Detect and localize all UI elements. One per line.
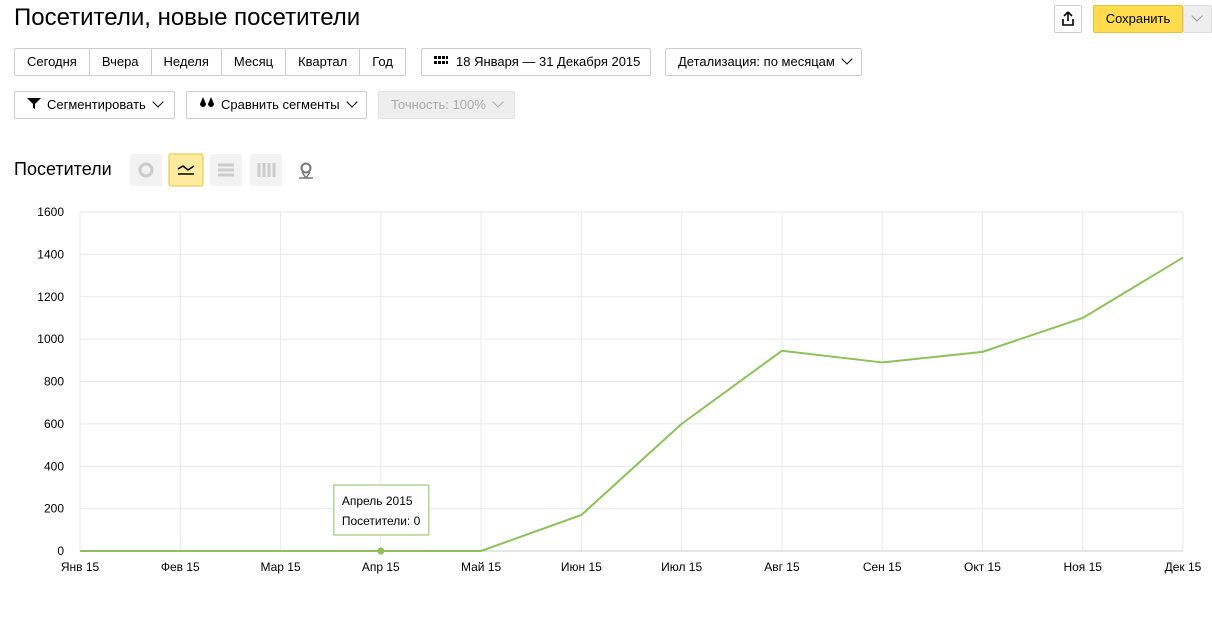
x-tick-label: Апр 15 xyxy=(362,560,400,574)
map-toggle[interactable] xyxy=(299,162,313,180)
period-button[interactable]: Неделя xyxy=(150,48,222,76)
period-button[interactable]: Сегодня xyxy=(14,48,90,76)
x-tick-label: Май 15 xyxy=(461,560,502,574)
chart-type-switcher xyxy=(130,153,313,187)
share-icon xyxy=(1062,11,1074,26)
chart-title: Посетители xyxy=(14,159,112,179)
pie-toggle[interactable] xyxy=(130,154,162,186)
y-tick-label: 0 xyxy=(57,544,64,558)
bar-toggle[interactable] xyxy=(250,154,282,186)
compare-button[interactable]: Сравнить сегменты xyxy=(186,91,367,119)
x-tick-label: Июл 15 xyxy=(661,560,702,574)
x-tick-label: Дек 15 xyxy=(1165,560,1202,574)
x-tick-label: Окт 15 xyxy=(964,560,1001,574)
accuracy-select: Точность: 100% xyxy=(378,91,515,119)
period-button[interactable]: Вчера xyxy=(88,48,152,76)
tooltip-box xyxy=(333,484,430,536)
y-tick-label: 1400 xyxy=(37,247,64,261)
y-tick-label: 800 xyxy=(44,375,64,389)
save-menu[interactable] xyxy=(1183,5,1212,33)
tooltip-text: Посетители: 0 xyxy=(342,514,421,528)
calendar-icon xyxy=(434,56,448,64)
x-tick-label: Янв 15 xyxy=(61,560,100,574)
period-button[interactable]: Квартал xyxy=(285,48,361,76)
line-toggle[interactable] xyxy=(168,153,204,187)
period-button[interactable]: Месяц xyxy=(220,48,287,76)
y-tick-label: 200 xyxy=(44,502,64,516)
y-tick-label: 1200 xyxy=(37,290,64,304)
filter-icon xyxy=(27,98,41,109)
period-button[interactable]: Год xyxy=(359,48,406,76)
detail-select[interactable]: Детализация: по месяцам xyxy=(665,48,862,76)
series-line xyxy=(80,256,1184,552)
x-tick-label: Авг 15 xyxy=(764,560,800,574)
x-tick-label: Фев 15 xyxy=(161,560,200,574)
page-title: Посетители, новые посетители xyxy=(14,4,361,31)
x-tick-label: Июн 15 xyxy=(561,560,602,574)
x-tick-label: Мар 15 xyxy=(260,560,300,574)
period-group: Сегодня Вчера Неделя Месяц Квартал Год xyxy=(14,48,406,76)
accuracy-text: Точность: 100% xyxy=(391,97,486,112)
share-button[interactable] xyxy=(1054,5,1082,33)
date-range-text: 18 Января — 31 Декабря 2015 xyxy=(456,54,641,69)
y-tick-label: 1000 xyxy=(37,332,64,346)
line-chart: 0 200 400 600 800 1000 1200 1400 1600 Янв 15 Фев 1… xyxy=(37,205,1202,574)
y-tick-label: 400 xyxy=(44,459,64,473)
hover-point xyxy=(377,547,385,555)
compare-text: Сравнить сегменты xyxy=(221,97,340,112)
x-tick-label: Сен 15 xyxy=(863,560,902,574)
compare-icon xyxy=(200,97,214,107)
y-tick-label: 600 xyxy=(44,417,64,431)
date-range[interactable]: 18 Января — 31 Декабря 2015 xyxy=(421,48,651,76)
x-tick-label: Ноя 15 xyxy=(1063,560,1102,574)
segment-button[interactable]: Сегментировать xyxy=(14,91,175,119)
segment-text: Сегментировать xyxy=(47,97,146,112)
save-button[interactable]: Сохранить xyxy=(1093,5,1183,33)
detail-text: Детализация: по месяцам xyxy=(678,54,835,69)
y-tick-label: 1600 xyxy=(37,205,64,219)
tooltip-title: Апрель 2015 xyxy=(342,494,413,508)
